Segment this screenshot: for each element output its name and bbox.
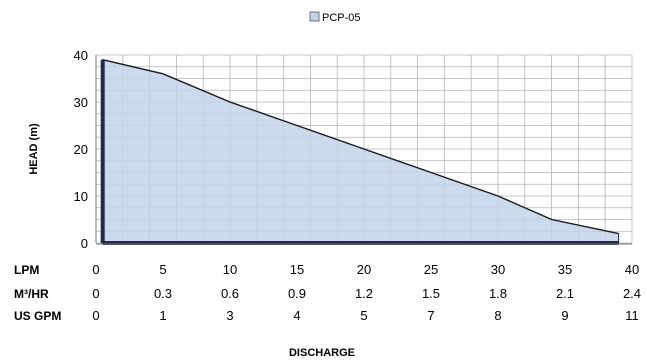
x-tick-label: 2.4 bbox=[623, 286, 641, 301]
x-tick-label: 35 bbox=[558, 262, 572, 277]
x-tick-label: 30 bbox=[491, 262, 505, 277]
series-line-pcp-05 bbox=[102, 59, 619, 235]
y-tick-labels: 0 10 20 30 40 bbox=[74, 48, 88, 251]
x-tick-label: 0 bbox=[92, 262, 99, 277]
x-tick-label: 3 bbox=[226, 308, 233, 323]
x-tick-label: 5 bbox=[159, 262, 166, 277]
x-tick-label: 5 bbox=[360, 308, 367, 323]
legend-label-pcp-05: PCP-05 bbox=[322, 12, 361, 24]
x-tick-label: 0.3 bbox=[154, 286, 172, 301]
x-row-label: US GPM bbox=[14, 309, 61, 323]
x-tick-label: 2.1 bbox=[556, 286, 574, 301]
y-tick-label: 0 bbox=[81, 236, 88, 251]
x-tick-label: 20 bbox=[357, 262, 371, 277]
x-tick-label: 0 bbox=[92, 308, 99, 323]
x-tick-label: 1 bbox=[159, 308, 166, 323]
x-tick-label: 1.5 bbox=[422, 286, 440, 301]
x-tick-label: 10 bbox=[223, 262, 237, 277]
x-tick-label: 40 bbox=[625, 262, 639, 277]
x-tick-label: 8 bbox=[494, 308, 501, 323]
y-tick-label: 30 bbox=[74, 95, 88, 110]
x-tick-label: 0 bbox=[92, 286, 99, 301]
x-tick-label: 1.8 bbox=[489, 286, 507, 301]
y-tick-label: 40 bbox=[74, 48, 88, 63]
y-tick-label: 20 bbox=[74, 142, 88, 157]
x-row-label: LPM bbox=[14, 263, 39, 277]
axes bbox=[95, 55, 632, 245]
x-tick-label: 0.6 bbox=[221, 286, 239, 301]
legend: PCP-05 bbox=[309, 11, 361, 24]
x-tick-label: 7 bbox=[427, 308, 434, 323]
x-tick-label: 15 bbox=[290, 262, 304, 277]
x-tick-label: 1.2 bbox=[355, 286, 373, 301]
x-axis-title: DISCHARGE bbox=[289, 347, 355, 359]
y-tick-label: 10 bbox=[74, 189, 88, 204]
x-row-label: M³/HR bbox=[14, 287, 49, 301]
y-axis-title: HEAD (m) bbox=[28, 123, 40, 175]
x-tick-label: 25 bbox=[424, 262, 438, 277]
x-tick-label: 9 bbox=[561, 308, 568, 323]
legend-swatch bbox=[309, 11, 320, 22]
x-tick-label: 4 bbox=[293, 308, 300, 323]
x-tick-label: 0.9 bbox=[288, 286, 306, 301]
x-tick-label: 11 bbox=[625, 308, 639, 323]
